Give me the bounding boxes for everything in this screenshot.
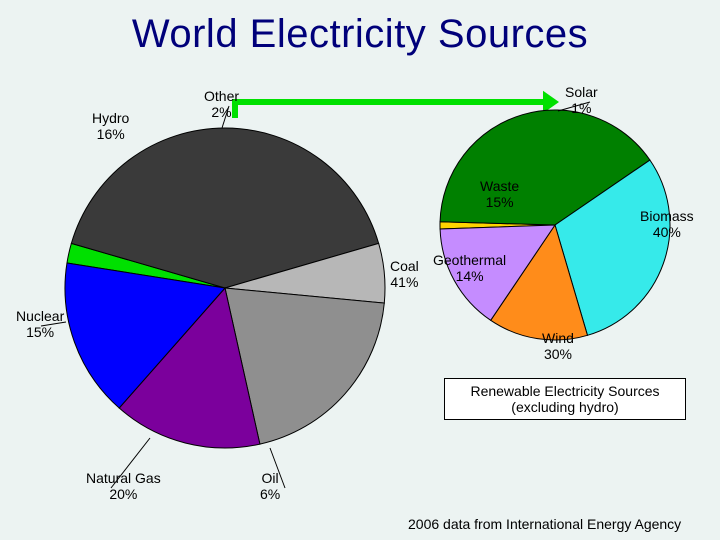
renewable-caption-line2: (excluding hydro) (511, 399, 618, 415)
renewable-label-biomass: Biomass40% (640, 208, 694, 240)
footnote: 2006 data from International Energy Agen… (408, 516, 681, 532)
footnote-text: 2006 data from International Energy Agen… (408, 516, 681, 532)
main-label-natural-gas: Natural Gas20% (86, 470, 161, 502)
renewable-caption-line1: Renewable Electricity Sources (470, 383, 659, 399)
renewable-label-waste: Waste15% (480, 178, 519, 210)
renewable-pie-chart (0, 0, 720, 540)
main-label-nuclear: Nuclear15% (16, 308, 64, 340)
main-label-hydro: Hydro16% (92, 110, 129, 142)
renewable-label-solar: Solar1% (565, 84, 598, 116)
renewable-caption: Renewable Electricity Sources (excluding… (444, 378, 686, 420)
main-label-coal: Coal41% (390, 258, 419, 290)
renewable-label-wind: Wind30% (542, 330, 574, 362)
renewable-label-geothermal: Geothermal14% (433, 252, 506, 284)
main-label-other: Other2% (204, 88, 239, 120)
main-label-oil: Oil6% (260, 470, 280, 502)
